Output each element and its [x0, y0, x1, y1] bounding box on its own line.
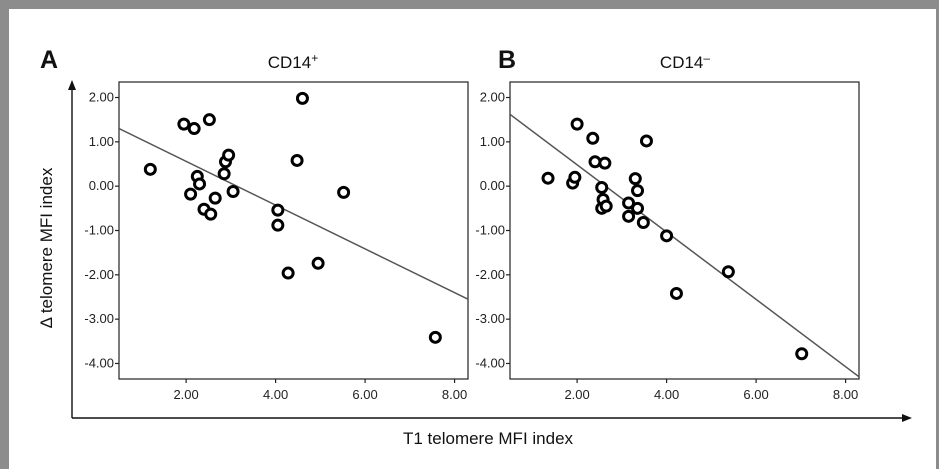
- panel-b-data-point: [570, 117, 584, 131]
- panel-a-x-tick-label: 4.00: [263, 387, 288, 402]
- panel-b-letter: B: [498, 46, 516, 74]
- panel-a-x-tick-label: 8.00: [442, 387, 467, 402]
- panel-b-x-tick-label: 2.00: [564, 387, 589, 402]
- panel-b-x-tick-label: 4.00: [654, 387, 679, 402]
- panel-b-y-tick-label: -4.00: [475, 355, 505, 370]
- panel-b-data-point: [721, 265, 735, 279]
- panel-b-data-point: [660, 229, 674, 243]
- panel-b-x-tick-label: 8.00: [833, 387, 858, 402]
- panel-a-x-tick-label: 2.00: [173, 387, 198, 402]
- panel-b: B CD14– 2.00 1.00 0.00 -1.00 -2.00 -3.00 -4.00…: [475, 46, 860, 402]
- panel-b-ticks: 2.00 1.00 0.00 -1.00 -2.00 -3.00 -4.00 2.00 4.00…: [475, 90, 858, 402]
- panel-a-data-point: [202, 113, 216, 127]
- panel-a-title: CD14+: [268, 51, 318, 72]
- panel-b-data-point: [669, 286, 683, 300]
- panel-b-data-point: [541, 171, 555, 185]
- panel-a-plot-area: [118, 81, 469, 380]
- panel-b-data-point: [598, 156, 612, 170]
- panel-a-y-tick-label: 2.00: [89, 90, 114, 105]
- panel-a-data-point: [208, 191, 222, 205]
- panel-a-regression-line: [119, 127, 468, 300]
- panel-a-data-point: [222, 148, 236, 162]
- panel-b-data-point: [631, 184, 645, 198]
- panel-a-data-point: [271, 203, 285, 217]
- panel-a-points: [143, 91, 442, 344]
- panel-b-y-tick-label: 2.00: [480, 90, 505, 105]
- panel-b-data-point: [631, 201, 645, 215]
- panel-a-data-point: [271, 218, 285, 232]
- y-axis-arrowhead: [68, 80, 76, 90]
- panel-b-plot-area: [509, 81, 860, 380]
- panel-a-y-tick-label: -3.00: [84, 311, 114, 326]
- panel-a-data-point: [187, 122, 201, 136]
- panel-b-y-tick-label: -3.00: [475, 311, 505, 326]
- panel-a-letter: A: [40, 46, 58, 74]
- panel-a-data-point: [143, 162, 157, 176]
- panel-a-x-tick-label: 6.00: [352, 387, 377, 402]
- panel-a-data-point: [204, 207, 218, 221]
- panel-a-data-point: [184, 187, 198, 201]
- panel-a-y-tick-label: 0.00: [89, 178, 114, 193]
- panel-b-data-point: [599, 199, 613, 213]
- panel-b-y-tick-label: -2.00: [475, 267, 505, 282]
- panel-a-data-point: [311, 256, 325, 270]
- panel-b-data-point: [568, 170, 582, 184]
- panel-a-y-tick-label: 1.00: [89, 134, 114, 149]
- x-axis-title: T1 telomere MFI index: [403, 429, 574, 448]
- panel-b-title: CD14–: [660, 51, 710, 72]
- panel-a-title-sup: +: [311, 51, 318, 65]
- panel-b-data-point: [628, 172, 642, 186]
- panel-a-data-point: [226, 184, 240, 198]
- panel-a-y-tick-label: -1.00: [84, 223, 114, 238]
- panel-b-data-point: [586, 131, 600, 145]
- panel-b-data-point: [795, 347, 809, 361]
- panel-a-data-point: [290, 153, 304, 167]
- panel-a-y-tick-label: -4.00: [84, 355, 114, 370]
- panel-b-y-tick-label: 0.00: [480, 178, 505, 193]
- y-axis-title: Δ telomere MFI index: [37, 167, 56, 328]
- panel-b-data-point: [622, 196, 636, 210]
- panel-a-data-point: [177, 117, 191, 131]
- panel-b-regression-line: [510, 113, 859, 378]
- panel-a-data-point: [281, 266, 295, 280]
- panel-a-y-tick-label: -2.00: [84, 267, 114, 282]
- panel-a-data-point: [217, 167, 231, 181]
- panel-a-data-point: [428, 330, 442, 344]
- panel-b-title-sup: –: [703, 51, 710, 65]
- x-axis-arrowhead: [902, 414, 912, 422]
- panel-a-data-point: [295, 91, 309, 105]
- panel-a-data-point: [337, 185, 351, 199]
- panel-b-data-point: [636, 216, 650, 230]
- panel-a: A CD14+ 2.00 1.00 0.00 -1.00 -2.00 -3.00 -4.00…: [40, 46, 469, 402]
- panel-a-data-point: [193, 177, 207, 191]
- panel-b-points: [541, 117, 809, 361]
- panel-b-data-point: [595, 181, 609, 195]
- panel-b-data-point: [639, 134, 653, 148]
- panel-b-data-point: [622, 209, 636, 223]
- panel-b-x-tick-label: 6.00: [743, 387, 768, 402]
- panel-b-y-tick-label: 1.00: [480, 134, 505, 149]
- panel-b-y-tick-label: -1.00: [475, 223, 505, 238]
- panel-a-ticks: 2.00 1.00 0.00 -1.00 -2.00 -3.00 -4.00 2.00 4.00…: [84, 90, 467, 402]
